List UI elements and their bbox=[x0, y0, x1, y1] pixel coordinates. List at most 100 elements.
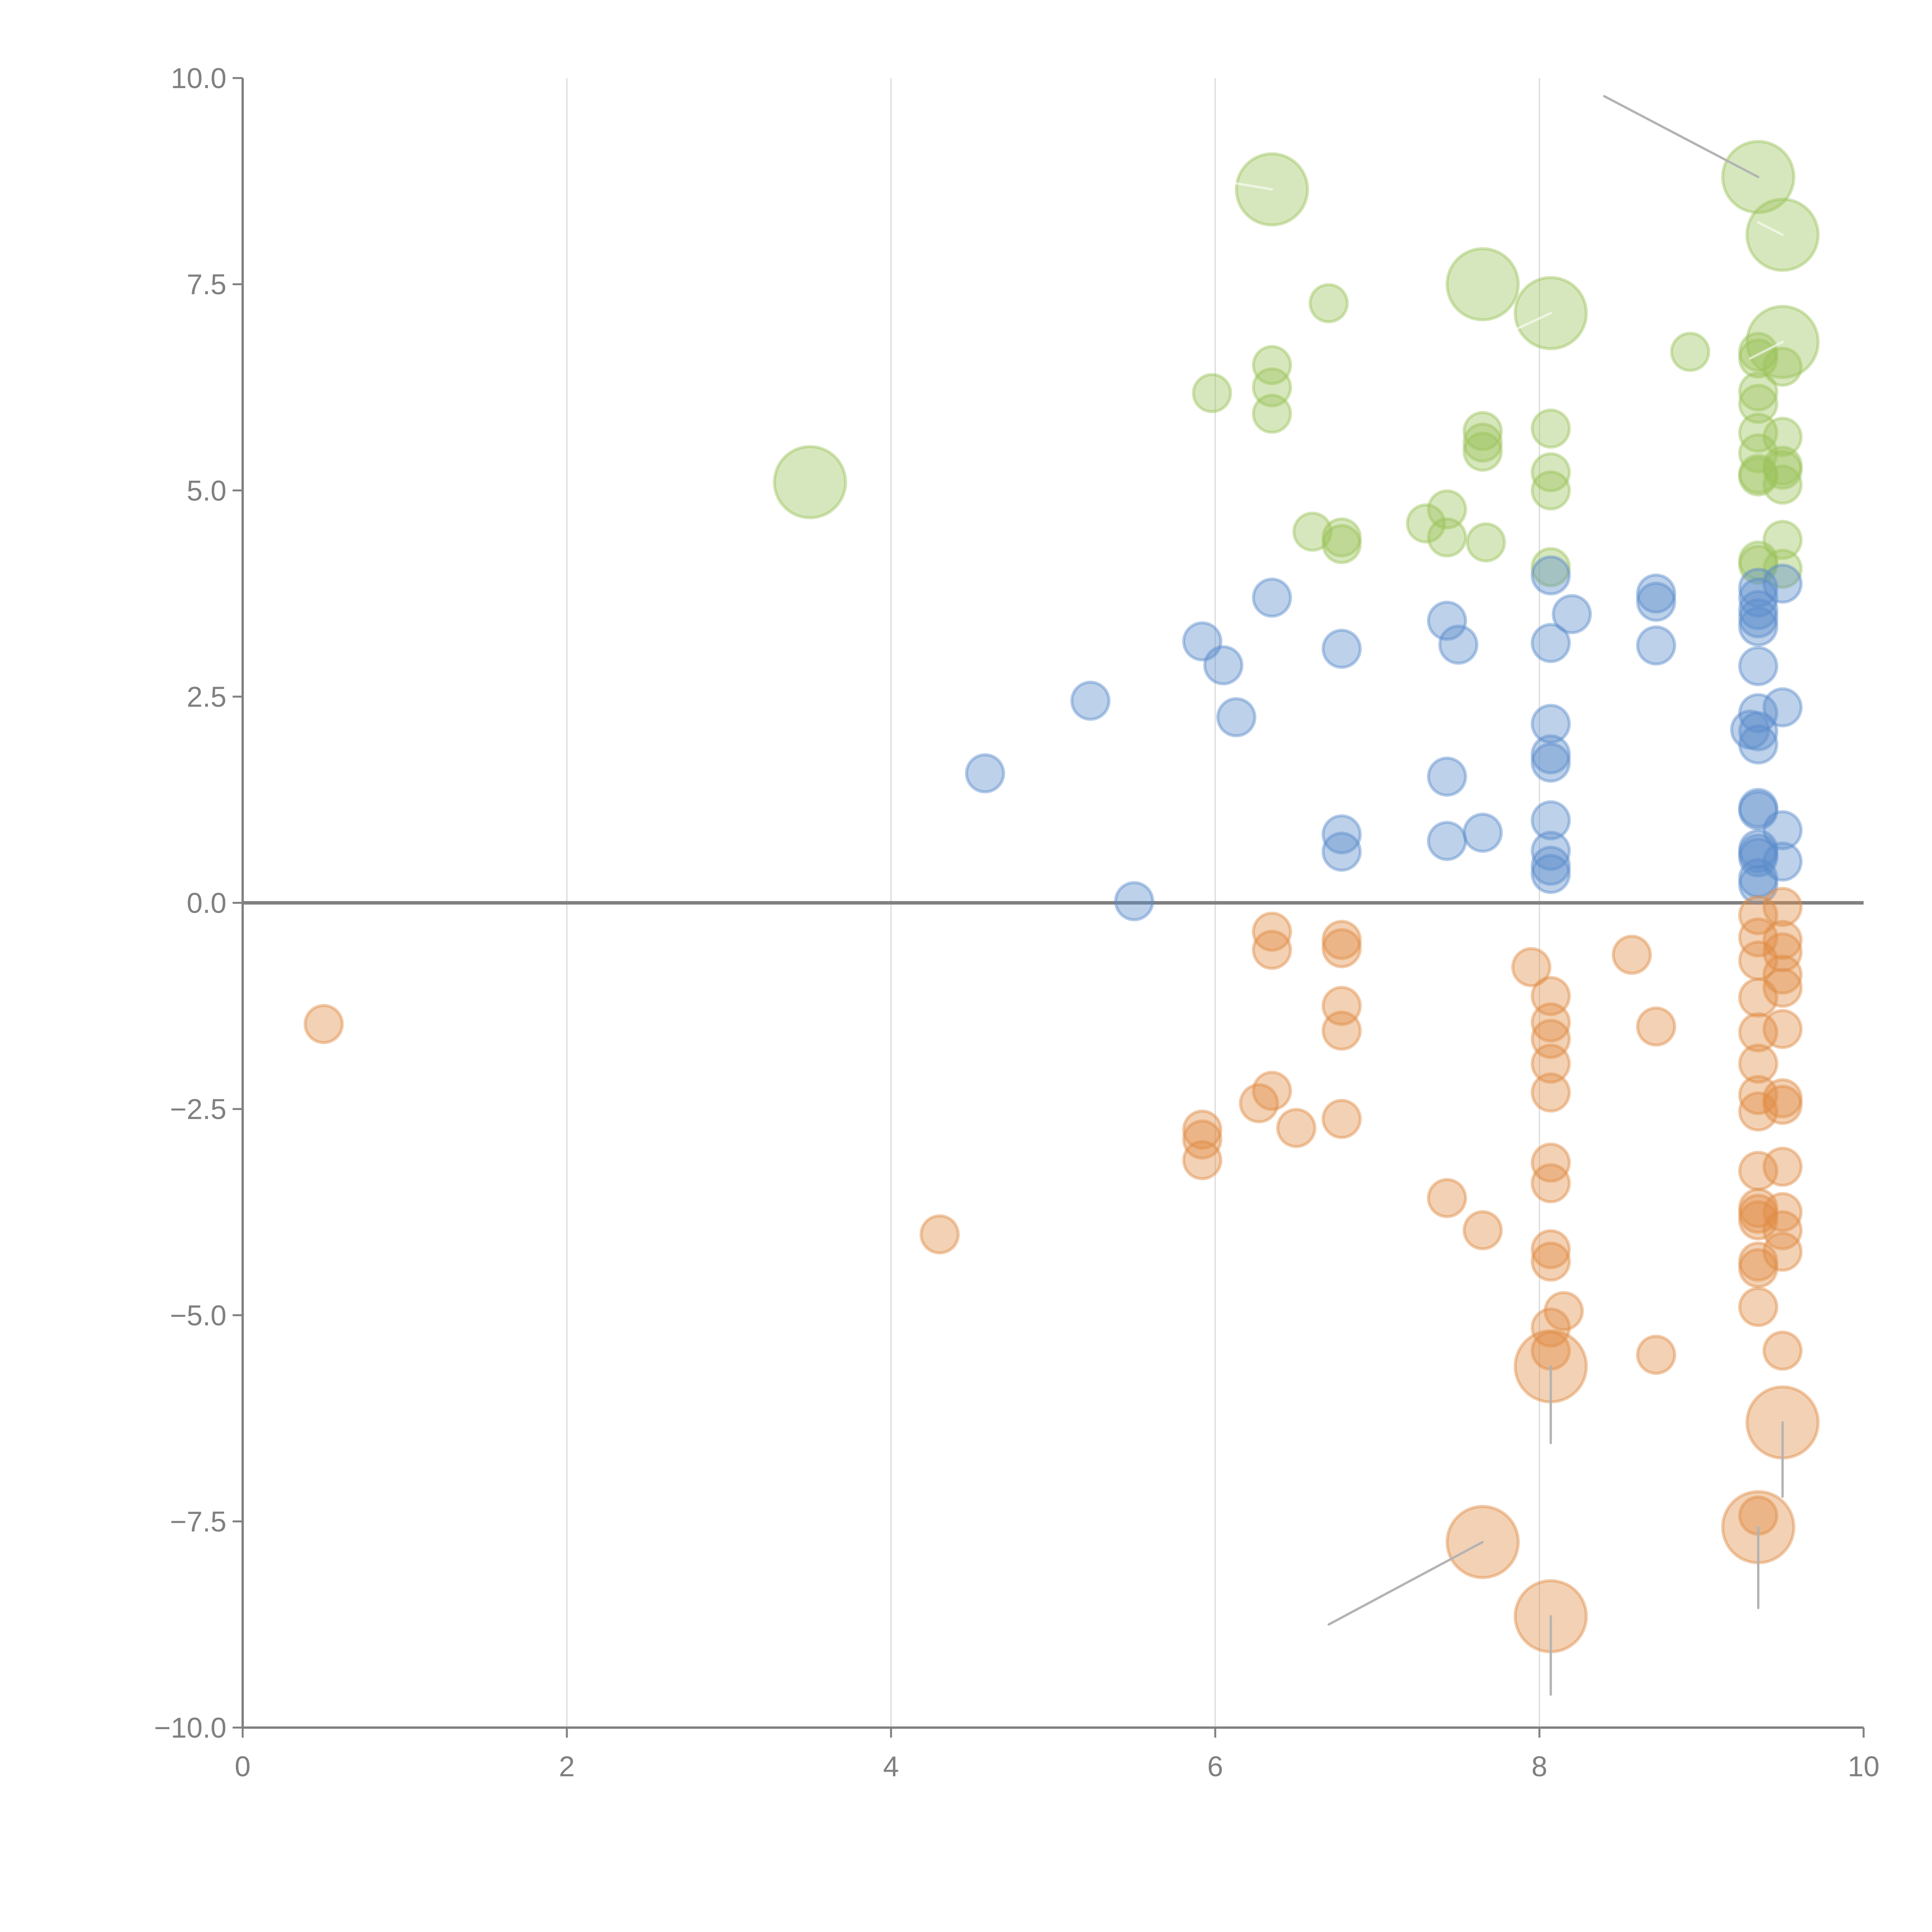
bubble-blue-31 bbox=[1738, 788, 1779, 828]
bubble-blue-0 bbox=[1531, 555, 1571, 596]
bubble-blue-19 bbox=[1070, 680, 1111, 721]
x-tick-label: 6 bbox=[1207, 1750, 1223, 1782]
bubble-green-19 bbox=[1463, 411, 1503, 451]
bubble-green-32 bbox=[1427, 489, 1467, 530]
x-tick-label: 8 bbox=[1531, 1750, 1547, 1782]
bubble-green-24 bbox=[1762, 446, 1803, 486]
bubble-orange-21 bbox=[1321, 1010, 1362, 1051]
bubble-orange-22 bbox=[1738, 1012, 1779, 1053]
bubble-green-16 bbox=[1738, 384, 1779, 424]
bubble-orange-60 bbox=[1636, 1335, 1677, 1375]
bubble-blue-9 bbox=[1551, 594, 1592, 634]
bubble-blue-35 bbox=[1463, 813, 1503, 853]
bubble-blue-40 bbox=[1321, 832, 1362, 872]
bubble-blue-33 bbox=[1531, 800, 1571, 841]
bubble-orange-1 bbox=[1738, 895, 1779, 935]
y-tick-label: −7.5 bbox=[170, 1505, 226, 1537]
leader-line-6 bbox=[1222, 180, 1273, 191]
bubble-blue-47 bbox=[1738, 864, 1779, 905]
bubble-green-20 bbox=[1463, 422, 1503, 463]
bubble-orange-55 bbox=[1738, 1287, 1779, 1327]
bubble-blue-24 bbox=[1730, 709, 1770, 750]
bubble-green-43 bbox=[1531, 547, 1571, 587]
bubble-orange-5 bbox=[1321, 920, 1362, 960]
bubble-green-31 bbox=[773, 445, 847, 519]
bubble-blue-29 bbox=[965, 753, 1005, 794]
bubble-blue-37 bbox=[1427, 821, 1467, 861]
y-tick-label: 7.5 bbox=[187, 269, 226, 301]
bubble-blue-44 bbox=[1531, 845, 1571, 886]
bubble-blue-45 bbox=[1531, 854, 1571, 894]
bubble-green-12 bbox=[1252, 367, 1292, 408]
bubble-green-13 bbox=[1192, 373, 1232, 413]
bubble-orange-7 bbox=[1252, 930, 1292, 970]
bubble-blue-26 bbox=[1738, 724, 1779, 765]
bubble-orange-18 bbox=[1531, 1002, 1571, 1043]
bubbles bbox=[303, 140, 1820, 1653]
bubble-green-22 bbox=[1531, 408, 1571, 449]
bubble-orange-42 bbox=[1427, 1178, 1467, 1218]
bubble-orange-4 bbox=[1762, 920, 1803, 960]
bubble-orange-45 bbox=[1738, 1194, 1779, 1234]
bubble-green-36 bbox=[1321, 524, 1362, 564]
bubble-orange-39 bbox=[1762, 1146, 1803, 1187]
bubble-blue-34 bbox=[1762, 810, 1803, 850]
bubble-orange-3 bbox=[1738, 917, 1779, 958]
bubble-green-21 bbox=[1463, 431, 1503, 472]
bubble-blue-30 bbox=[1427, 756, 1467, 797]
y-tick-label: 2.5 bbox=[187, 681, 226, 713]
series-green bbox=[773, 140, 1820, 589]
bubble-green-5 bbox=[1308, 283, 1349, 323]
bubble-orange-37 bbox=[1182, 1140, 1223, 1180]
bubble-orange-47 bbox=[1463, 1210, 1503, 1250]
bubble-green-3 bbox=[1446, 247, 1520, 321]
bubble-green-11 bbox=[1252, 345, 1292, 385]
bubble-orange-9 bbox=[1612, 934, 1652, 975]
bubble-blue-17 bbox=[1203, 645, 1243, 685]
bubble-orange-14 bbox=[1531, 976, 1571, 1016]
bubble-green-8 bbox=[1738, 332, 1779, 372]
bubble-orange-2 bbox=[1252, 912, 1292, 952]
bubble-blue-10 bbox=[1427, 600, 1467, 641]
bubble-orange-15 bbox=[1738, 977, 1779, 1018]
bubble-green-15 bbox=[1738, 371, 1779, 412]
bubble-orange-33 bbox=[1321, 1099, 1362, 1139]
bubble-blue-20 bbox=[1762, 687, 1803, 728]
bubble-green-41 bbox=[1738, 544, 1779, 585]
bubble-blue-38 bbox=[1738, 829, 1779, 869]
bubble-orange-34 bbox=[1276, 1108, 1316, 1148]
series-blue bbox=[965, 555, 1803, 922]
bubble-green-23 bbox=[1738, 433, 1779, 474]
bubble-orange-30 bbox=[1762, 1078, 1803, 1119]
bubble-orange-48 bbox=[1762, 1210, 1803, 1250]
bubble-orange-27 bbox=[1531, 1072, 1571, 1113]
bubble-orange-11 bbox=[1511, 947, 1552, 987]
bubble-blue-41 bbox=[1738, 833, 1779, 874]
bubble-orange-0 bbox=[1762, 887, 1803, 927]
bubble-blue-28 bbox=[1531, 742, 1571, 783]
bubble-green-26 bbox=[1738, 454, 1779, 494]
bubble-orange-25 bbox=[1738, 1043, 1779, 1084]
bubble-orange-49 bbox=[919, 1214, 960, 1255]
leader-line-7 bbox=[1757, 221, 1784, 236]
bubble-orange-20 bbox=[1762, 1009, 1803, 1049]
x-tick-label: 10 bbox=[1848, 1750, 1879, 1782]
bubble-green-39 bbox=[1762, 520, 1803, 560]
bubble-orange-13 bbox=[1762, 968, 1803, 1008]
bubble-orange-53 bbox=[1531, 1242, 1571, 1282]
y-tick-label: 10.0 bbox=[171, 62, 226, 94]
bubble-blue-23 bbox=[1531, 704, 1571, 744]
bubble-blue-4 bbox=[1636, 582, 1677, 622]
bubble-blue-42 bbox=[1738, 837, 1779, 878]
y-tick-label: −10.0 bbox=[154, 1712, 226, 1744]
bubble-blue-11 bbox=[1738, 606, 1779, 647]
bubble-blue-46 bbox=[1738, 858, 1779, 898]
x-tick-label: 2 bbox=[559, 1750, 575, 1782]
leader-line-0 bbox=[1603, 95, 1760, 179]
bubble-blue-8 bbox=[1738, 598, 1779, 639]
leader-line-9 bbox=[1749, 341, 1784, 360]
bubble-orange-41 bbox=[1531, 1163, 1571, 1204]
bubble-green-38 bbox=[1466, 522, 1506, 563]
bubble-orange-24 bbox=[1531, 1043, 1571, 1084]
